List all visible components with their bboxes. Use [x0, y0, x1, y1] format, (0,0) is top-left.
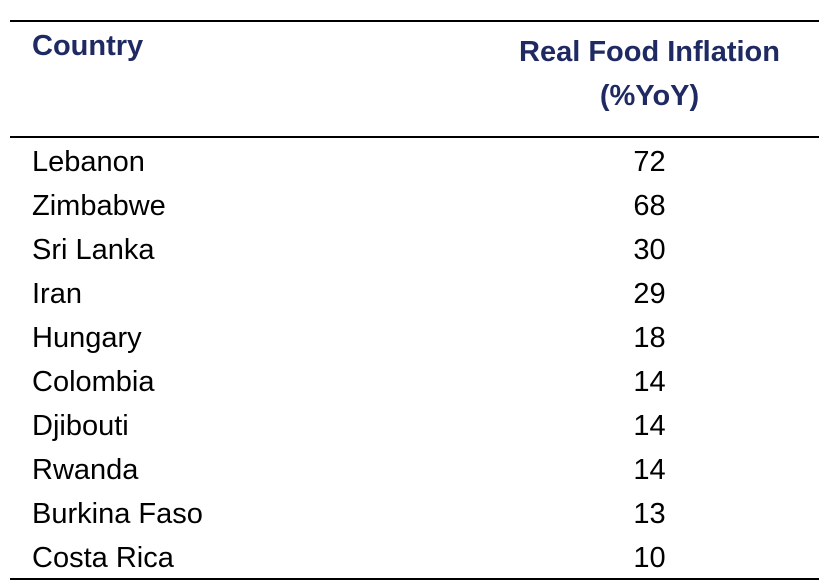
cell-country: Zimbabwe — [32, 190, 166, 222]
table-row: Hungary 18 — [10, 316, 819, 360]
cell-inflation-value: 14 — [633, 366, 666, 398]
table-top-rule — [10, 20, 819, 22]
cell-inflation-value: 72 — [633, 146, 666, 178]
column-header-inflation-line2: (%YoY) — [599, 80, 700, 112]
cell-country: Iran — [32, 278, 82, 310]
table-body: Lebanon 72 Zimbabwe 68 Sri Lanka 30 Iran 29 Hung… — [10, 140, 819, 580]
table-row: Colombia 14 — [10, 360, 819, 404]
cell-inflation-value: 18 — [633, 322, 666, 354]
table-bottom-rule — [10, 578, 819, 580]
cell-country: Rwanda — [32, 454, 139, 486]
table-row: Sri Lanka 30 — [10, 228, 819, 272]
cell-inflation-value: 14 — [633, 410, 666, 442]
table-row: Costa Rica 10 — [10, 536, 819, 580]
table-row: Djibouti 14 — [10, 404, 819, 448]
table-header-rule — [10, 136, 819, 138]
cell-inflation-value: 14 — [633, 454, 666, 486]
table-row: Iran 29 — [10, 272, 819, 316]
table-row: Zimbabwe 68 — [10, 184, 819, 228]
cell-country: Djibouti — [32, 410, 129, 442]
table-row: Lebanon 72 — [10, 140, 819, 184]
cell-inflation-value: 68 — [633, 190, 666, 222]
table-row: Burkina Faso 13 — [10, 492, 819, 536]
cell-country: Sri Lanka — [32, 234, 155, 266]
table-row: Rwanda 14 — [10, 448, 819, 492]
cell-country: Colombia — [32, 366, 155, 398]
table-header: Country Real Food Inflation (%YoY) — [10, 22, 819, 136]
cell-country: Lebanon — [32, 146, 145, 178]
cell-inflation-value: 30 — [633, 234, 666, 266]
cell-inflation-value: 13 — [633, 498, 666, 530]
cell-country: Hungary — [32, 322, 142, 354]
cell-inflation-value: 10 — [633, 542, 666, 574]
cell-inflation-value: 29 — [633, 278, 666, 310]
column-header-country: Country — [32, 30, 144, 62]
column-header-inflation: Real Food Inflation (%YoY) — [480, 30, 819, 118]
cell-country: Burkina Faso — [32, 498, 203, 530]
cell-country: Costa Rica — [32, 542, 174, 574]
column-header-inflation-line1: Real Food Inflation — [519, 36, 780, 68]
